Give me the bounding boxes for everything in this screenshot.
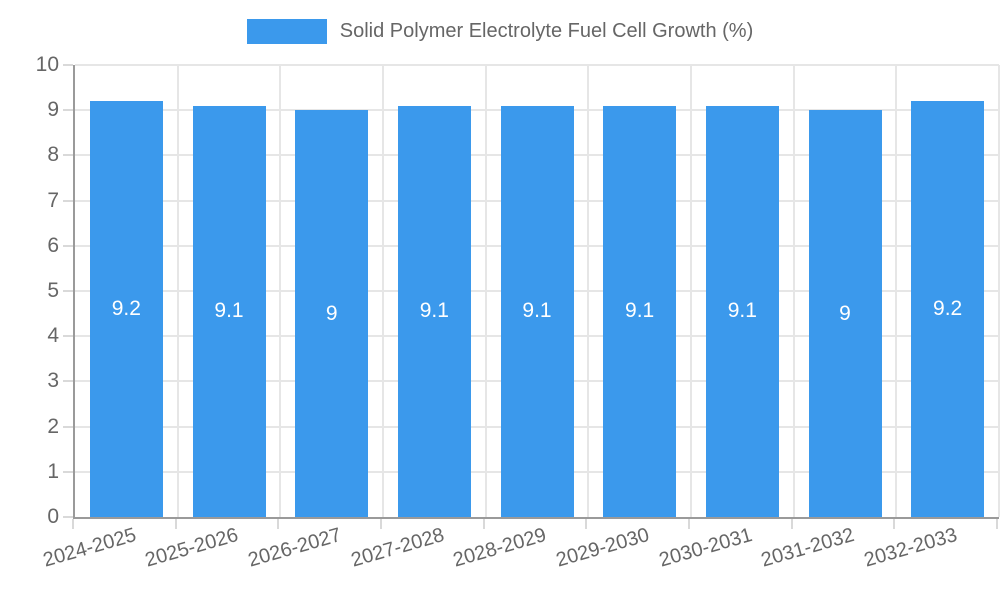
bar[interactable]: 9.1 [500,105,574,517]
bar-value-label: 9.2 [933,297,963,321]
bar[interactable]: 9.1 [705,105,779,517]
gridline-vertical [484,65,487,517]
gridline-vertical [690,65,692,517]
bar[interactable]: 9.1 [192,105,266,517]
x-axis-tick-label: 2027-2028 [348,524,447,572]
gridline-vertical [382,65,384,517]
x-axis-tick-label: 2029-2030 [553,524,652,572]
bar[interactable]: 9 [808,110,882,517]
x-axis-tick-label: 2024-2025 [40,524,139,572]
bar[interactable]: 9.1 [603,105,677,517]
gridline-vertical [587,65,590,517]
legend-swatch [246,19,327,44]
x-tick-mark [380,519,382,529]
bar[interactable]: 9 [295,110,369,517]
gridline-vertical [998,65,1000,517]
bar-value-label: 9.1 [419,299,449,323]
x-tick-mark [585,519,588,529]
bar-value-label: 9 [839,301,851,325]
x-tick-mark [996,519,998,529]
y-axis-tick-label: 1 [47,459,59,483]
x-tick-mark [482,519,485,529]
y-tick-mark [63,244,73,247]
y-axis-tick-label: 3 [47,369,59,393]
y-axis-tick-label: 8 [47,143,59,167]
y-tick-mark [63,425,73,428]
y-tick-mark [63,154,73,157]
x-tick-mark [277,519,280,529]
y-tick-mark [63,199,73,202]
x-tick-mark [688,519,690,529]
gridline-horizontal [75,64,999,66]
legend[interactable]: Solid Polymer Electrolyte Fuel Cell Grow… [0,19,1000,44]
bar[interactable]: 9.2 [89,101,163,517]
y-tick-mark [63,290,73,292]
gridline-vertical [895,65,898,517]
x-axis-tick-label: 2025-2026 [143,524,242,572]
bar-value-label: 9.1 [522,299,552,323]
y-axis-tick-label: 0 [47,505,59,528]
y-axis-tick-label: 6 [47,233,59,257]
y-axis-tick-label: 2 [47,414,59,438]
gridline-vertical [279,65,282,517]
y-tick-mark [63,470,73,473]
y-tick-mark [63,64,73,66]
x-tick-mark [790,519,793,529]
x-tick-mark [174,519,177,529]
bar-value-label: 9.1 [214,299,244,323]
x-tick-mark [72,519,74,529]
bar[interactable]: 9.1 [397,105,471,517]
y-axis-tick-label: 7 [47,188,59,212]
x-tick-mark [893,519,896,529]
y-tick-mark [63,335,73,338]
y-tick-mark [63,380,73,383]
y-axis-tick-label: 10 [35,53,59,76]
bar-value-label: 9.2 [111,297,141,321]
plot-area: 9.2 9.1 9 9.1 9.1 9.1 9.1 9 9.2 [73,64,1000,519]
x-axis-tick-label: 2031-2032 [759,524,858,572]
x-axis-tick-label: 2030-2031 [656,524,755,572]
legend-label: Solid Polymer Electrolyte Fuel Cell Grow… [339,20,754,42]
bar[interactable]: 9.2 [911,101,985,517]
y-axis-tick-label: 4 [47,324,59,348]
bar-value-label: 9.1 [625,299,655,323]
y-tick-mark [63,516,73,518]
y-axis-tick-label: 5 [47,279,59,302]
y-tick-mark [63,109,73,112]
gridline-vertical [792,65,795,517]
x-axis-tick-label: 2028-2029 [451,524,550,572]
bar-value-label: 9 [325,301,338,325]
x-axis-tick-label: 2026-2027 [245,524,344,572]
gridline-vertical [176,65,179,517]
y-axis-tick-label: 9 [47,98,59,122]
bar-value-label: 9.1 [727,299,757,323]
x-axis-tick-label: 2032-2033 [861,524,960,572]
